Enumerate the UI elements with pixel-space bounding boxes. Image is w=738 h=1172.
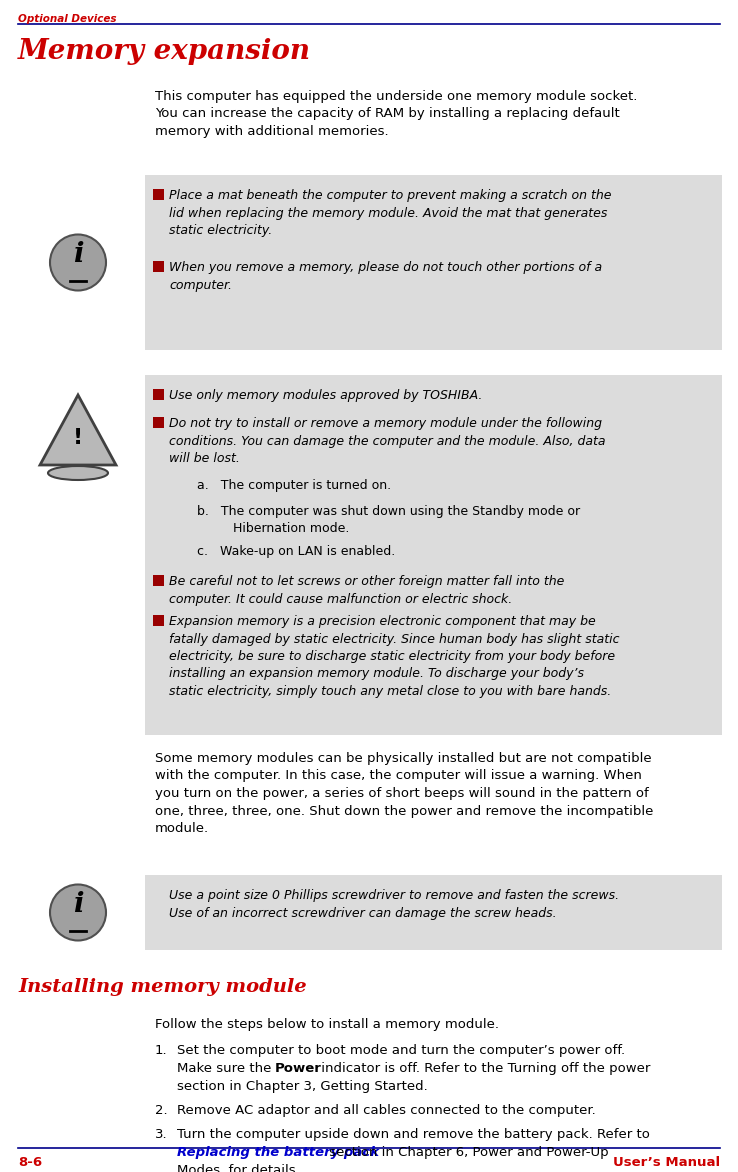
Text: 1.: 1. (155, 1044, 168, 1057)
Bar (153, 189, 164, 200)
Bar (153, 389, 164, 400)
Text: !: ! (73, 429, 83, 449)
Text: Turn the computer upside down and remove the battery pack. Refer to: Turn the computer upside down and remove… (177, 1127, 650, 1142)
Text: Installing memory module: Installing memory module (18, 977, 306, 996)
Bar (145, 375, 722, 735)
Text: Some memory modules can be physically installed but are not compatible
with the : Some memory modules can be physically in… (155, 752, 653, 834)
Text: a.   The computer is turned on.: a. The computer is turned on. (197, 479, 391, 492)
Text: Do not try to install or remove a memory module under the following
conditions. : Do not try to install or remove a memory… (169, 417, 605, 465)
Text: When you remove a memory, please do not touch other portions of a
computer.: When you remove a memory, please do not … (169, 261, 602, 292)
Text: Be careful not to let screws or other foreign matter fall into the
computer. It : Be careful not to let screws or other fo… (169, 575, 565, 606)
Text: Remove AC adaptor and all cables connected to the computer.: Remove AC adaptor and all cables connect… (177, 1104, 596, 1117)
Ellipse shape (48, 466, 108, 481)
Bar (153, 575, 164, 586)
Text: section in Chapter 3, Getting Started.: section in Chapter 3, Getting Started. (177, 1081, 428, 1093)
Text: User’s Manual: User’s Manual (613, 1156, 720, 1168)
Text: 2.: 2. (155, 1104, 168, 1117)
Text: Place a mat beneath the computer to prevent making a scratch on the
lid when rep: Place a mat beneath the computer to prev… (169, 189, 612, 237)
Text: b.   The computer was shut down using the Standby mode or
         Hibernation m: b. The computer was shut down using the … (197, 505, 580, 536)
Bar (145, 875, 722, 950)
Bar (153, 417, 164, 428)
Text: i: i (73, 891, 83, 918)
Polygon shape (40, 395, 116, 465)
Bar (145, 175, 722, 350)
Text: Use a point size 0 Phillips screwdriver to remove and fasten the screws.
Use of : Use a point size 0 Phillips screwdriver … (169, 890, 619, 920)
Text: Power: Power (275, 1062, 322, 1075)
Text: Use only memory modules approved by TOSHIBA.: Use only memory modules approved by TOSH… (169, 389, 483, 402)
Text: Modes, for details.: Modes, for details. (177, 1164, 300, 1172)
Text: 8-6: 8-6 (18, 1156, 42, 1168)
Text: 3.: 3. (155, 1127, 168, 1142)
Text: indicator is off. Refer to the Turning off the power: indicator is off. Refer to the Turning o… (317, 1062, 650, 1075)
Text: This computer has equipped the underside one memory module socket.
You can incre: This computer has equipped the underside… (155, 90, 638, 138)
Text: Set the computer to boot mode and turn the computer’s power off.: Set the computer to boot mode and turn t… (177, 1044, 625, 1057)
Text: i: i (73, 241, 83, 268)
Bar (153, 261, 164, 272)
Text: Memory expansion: Memory expansion (18, 38, 311, 64)
Text: Optional Devices: Optional Devices (18, 14, 117, 23)
Circle shape (50, 234, 106, 291)
Text: c.   Wake-up on LAN is enabled.: c. Wake-up on LAN is enabled. (197, 545, 396, 558)
Text: Replacing the battery pack: Replacing the battery pack (177, 1146, 379, 1159)
Bar (153, 615, 164, 626)
Text: Make sure the: Make sure the (177, 1062, 275, 1075)
Text: section in Chapter 6, Power and Power-Up: section in Chapter 6, Power and Power-Up (325, 1146, 609, 1159)
Text: Expansion memory is a precision electronic component that may be
fatally damaged: Expansion memory is a precision electron… (169, 615, 619, 699)
Circle shape (50, 885, 106, 940)
Text: Follow the steps below to install a memory module.: Follow the steps below to install a memo… (155, 1018, 499, 1031)
